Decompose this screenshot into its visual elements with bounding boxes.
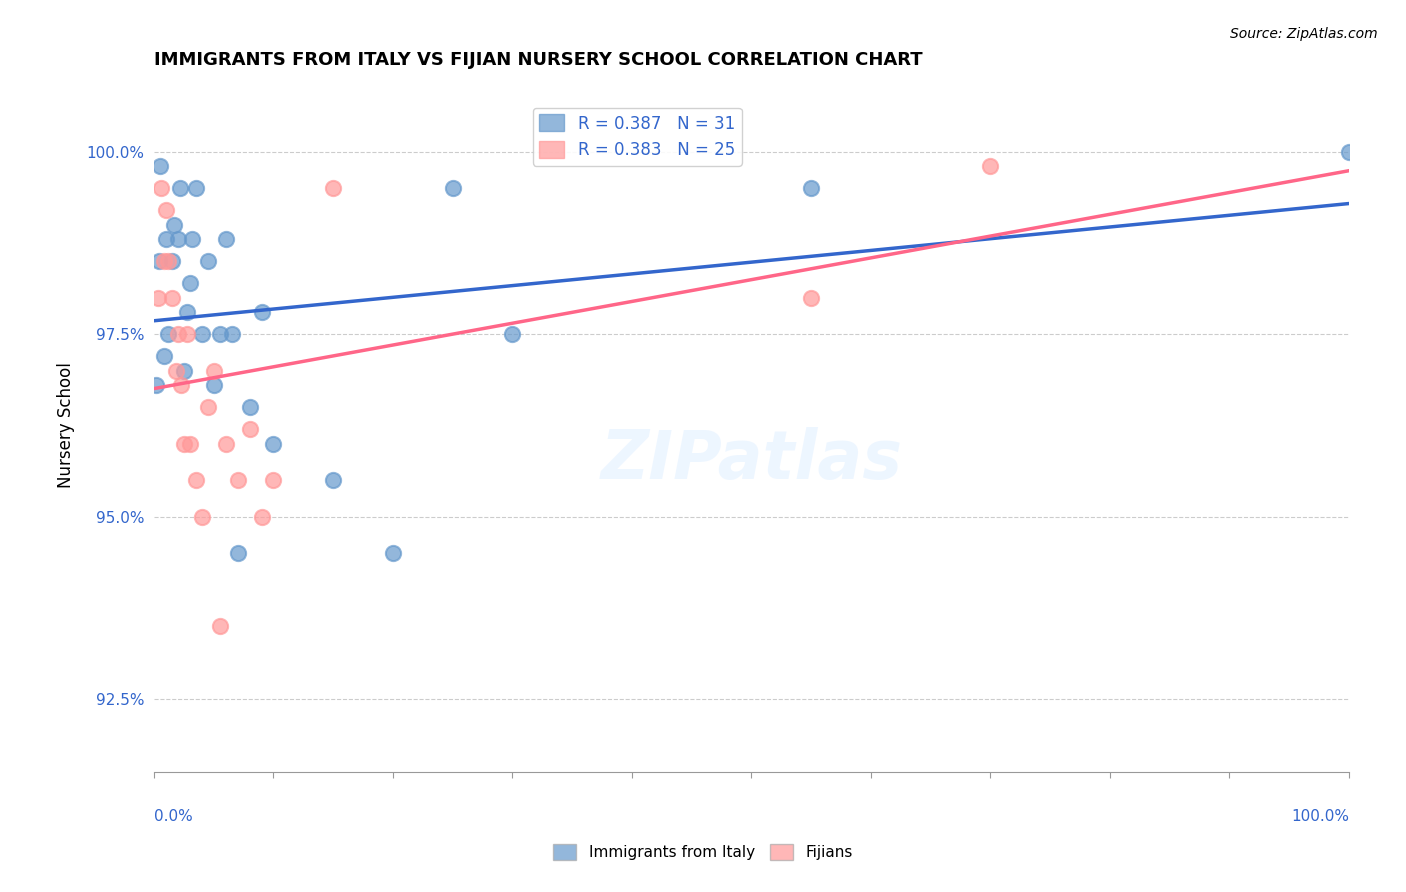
Legend: R = 0.387   N = 31, R = 0.383   N = 25: R = 0.387 N = 31, R = 0.383 N = 25	[533, 108, 741, 166]
Point	[181, 232, 204, 246]
Point	[441, 181, 464, 195]
Point	[149, 159, 172, 173]
Point	[173, 364, 195, 378]
Point	[239, 422, 262, 436]
Point	[979, 159, 1001, 173]
Point	[176, 305, 198, 319]
Point	[173, 436, 195, 450]
Point	[145, 378, 167, 392]
Point	[800, 181, 823, 195]
Point	[169, 181, 191, 195]
Point	[146, 291, 169, 305]
Point	[1337, 145, 1360, 159]
Point	[202, 378, 225, 392]
Point	[165, 364, 187, 378]
Text: 0.0%: 0.0%	[155, 809, 193, 824]
Point	[381, 546, 404, 560]
Point	[197, 254, 219, 268]
Point	[215, 232, 238, 246]
Point	[221, 327, 243, 342]
Point	[250, 509, 273, 524]
Point	[191, 327, 214, 342]
Point	[250, 305, 273, 319]
Legend: Immigrants from Italy, Fijians: Immigrants from Italy, Fijians	[547, 838, 859, 866]
Point	[263, 436, 285, 450]
Point	[148, 254, 170, 268]
Text: 100.0%: 100.0%	[1291, 809, 1348, 824]
Point	[150, 181, 173, 195]
Point	[208, 619, 231, 633]
Text: Source: ZipAtlas.com: Source: ZipAtlas.com	[1230, 27, 1378, 41]
Point	[152, 254, 174, 268]
Point	[184, 473, 207, 487]
Point	[155, 232, 177, 246]
Point	[152, 349, 174, 363]
Point	[179, 276, 201, 290]
Point	[322, 181, 344, 195]
Point	[167, 327, 190, 342]
Point	[163, 218, 186, 232]
Point	[176, 327, 198, 342]
Point	[226, 473, 249, 487]
Point	[263, 473, 285, 487]
Point	[501, 327, 523, 342]
Text: IMMIGRANTS FROM ITALY VS FIJIAN NURSERY SCHOOL CORRELATION CHART: IMMIGRANTS FROM ITALY VS FIJIAN NURSERY …	[155, 51, 922, 69]
Point	[170, 378, 193, 392]
Y-axis label: Nursery School: Nursery School	[58, 362, 75, 489]
Point	[202, 364, 225, 378]
Point	[197, 400, 219, 414]
Text: ZIPatlas: ZIPatlas	[600, 427, 903, 493]
Point	[157, 254, 180, 268]
Point	[322, 473, 344, 487]
Point	[157, 327, 180, 342]
Point	[239, 400, 262, 414]
Point	[191, 509, 214, 524]
Point	[215, 436, 238, 450]
Point	[160, 291, 183, 305]
Point	[226, 546, 249, 560]
Point	[208, 327, 231, 342]
Point	[179, 436, 201, 450]
Point	[167, 232, 190, 246]
Point	[800, 291, 823, 305]
Point	[184, 181, 207, 195]
Point	[155, 202, 177, 217]
Point	[160, 254, 183, 268]
